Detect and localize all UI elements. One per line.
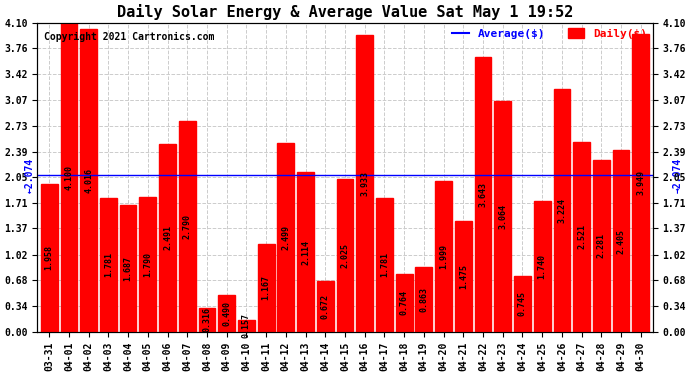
Text: 1.781: 1.781 bbox=[380, 252, 389, 277]
Text: 2.025: 2.025 bbox=[340, 243, 350, 268]
Title: Daily Solar Energy & Average Value Sat May 1 19:52: Daily Solar Energy & Average Value Sat M… bbox=[117, 4, 573, 20]
Text: 3.064: 3.064 bbox=[498, 204, 507, 229]
Bar bbox=[356, 35, 373, 332]
Text: 1.475: 1.475 bbox=[459, 264, 468, 289]
Text: 1.740: 1.740 bbox=[538, 254, 546, 279]
Bar bbox=[494, 101, 511, 332]
Text: 0.316: 0.316 bbox=[202, 308, 211, 332]
Bar bbox=[179, 122, 196, 332]
Text: 2.114: 2.114 bbox=[301, 240, 310, 265]
Bar bbox=[475, 57, 491, 332]
Text: 2.521: 2.521 bbox=[577, 224, 586, 249]
Legend: Average($), Daily($): Average($), Daily($) bbox=[448, 24, 651, 44]
Bar bbox=[573, 142, 590, 332]
Text: 1.687: 1.687 bbox=[124, 256, 132, 280]
Text: 0.157: 0.157 bbox=[242, 314, 251, 338]
Bar bbox=[100, 198, 117, 332]
Text: 3.224: 3.224 bbox=[558, 198, 566, 223]
Bar bbox=[297, 172, 314, 332]
Bar bbox=[553, 89, 571, 332]
Bar bbox=[376, 198, 393, 332]
Text: 1.167: 1.167 bbox=[262, 275, 270, 300]
Text: 0.863: 0.863 bbox=[420, 287, 428, 312]
Bar bbox=[258, 244, 275, 332]
Bar bbox=[61, 23, 77, 332]
Bar bbox=[534, 201, 551, 332]
Text: 2.281: 2.281 bbox=[597, 233, 606, 258]
Bar bbox=[396, 274, 413, 332]
Bar bbox=[139, 197, 156, 332]
Text: 0.672: 0.672 bbox=[321, 294, 330, 319]
Text: 3.643: 3.643 bbox=[479, 182, 488, 207]
Text: 3.933: 3.933 bbox=[360, 171, 369, 196]
Text: 0.764: 0.764 bbox=[400, 291, 408, 315]
Bar bbox=[199, 308, 215, 332]
Bar bbox=[238, 320, 255, 332]
Bar bbox=[455, 220, 472, 332]
Text: →2.074: →2.074 bbox=[673, 158, 682, 193]
Text: 1.999: 1.999 bbox=[439, 244, 448, 269]
Text: ←2.074: ←2.074 bbox=[25, 158, 34, 193]
Text: 2.499: 2.499 bbox=[282, 225, 290, 250]
Bar bbox=[613, 150, 629, 332]
Bar bbox=[159, 144, 176, 332]
Text: 4.016: 4.016 bbox=[84, 168, 93, 193]
Bar bbox=[435, 181, 452, 332]
Bar bbox=[41, 184, 57, 332]
Bar bbox=[80, 29, 97, 332]
Bar bbox=[317, 281, 334, 332]
Text: 1.790: 1.790 bbox=[144, 252, 152, 277]
Text: 2.491: 2.491 bbox=[163, 225, 172, 251]
Text: Copyright 2021 Cartronics.com: Copyright 2021 Cartronics.com bbox=[43, 32, 214, 42]
Bar bbox=[277, 143, 294, 332]
Text: 2.790: 2.790 bbox=[183, 214, 192, 239]
Bar bbox=[415, 267, 432, 332]
Bar bbox=[593, 160, 610, 332]
Bar bbox=[119, 205, 137, 332]
Bar bbox=[633, 34, 649, 332]
Text: 2.405: 2.405 bbox=[617, 229, 626, 254]
Text: 1.958: 1.958 bbox=[45, 246, 54, 270]
Bar bbox=[218, 295, 235, 332]
Text: 0.745: 0.745 bbox=[518, 291, 527, 316]
Text: 0.490: 0.490 bbox=[222, 301, 231, 326]
Bar bbox=[514, 276, 531, 332]
Bar bbox=[337, 179, 353, 332]
Text: 3.949: 3.949 bbox=[636, 170, 645, 195]
Text: 1.781: 1.781 bbox=[104, 252, 113, 277]
Text: 4.100: 4.100 bbox=[64, 165, 73, 190]
